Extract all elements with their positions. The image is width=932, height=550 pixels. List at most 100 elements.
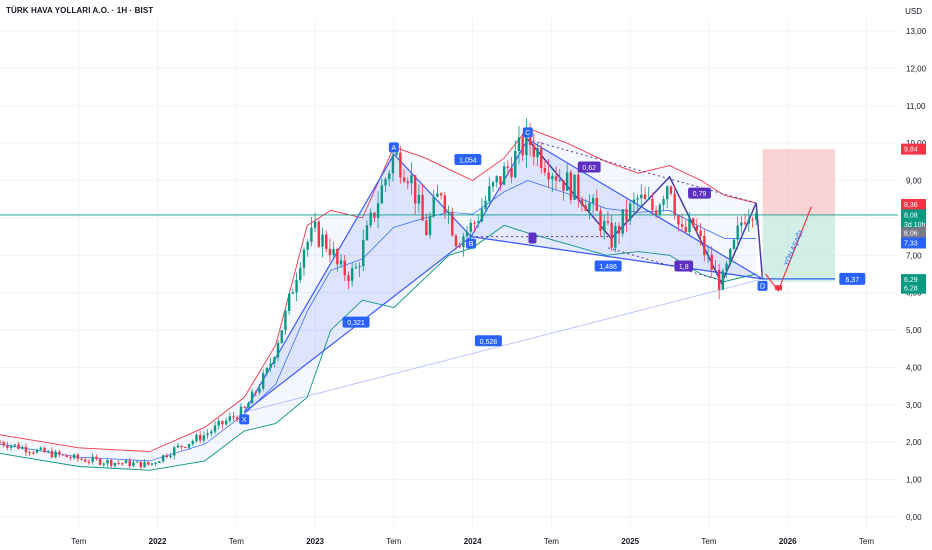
candle-body: [195, 434, 198, 442]
candle-body: [532, 144, 535, 158]
candle-body: [250, 391, 254, 404]
candle-body: [173, 447, 176, 456]
candle-body: [432, 197, 435, 217]
candle-body: [462, 236, 465, 248]
price-tag-lower2-bg: [901, 282, 926, 294]
projection-tag-bg[interactable]: [839, 272, 866, 285]
candle-body: [32, 452, 35, 454]
x-tick-label: Tem: [701, 537, 716, 546]
c-upper-dotted: [527, 138, 757, 204]
candle-body: [206, 433, 209, 436]
candle-body: [388, 173, 391, 180]
candle-body: [740, 222, 743, 226]
candle-body: [28, 452, 31, 454]
candle-body: [406, 181, 409, 184]
candle-body: [236, 417, 239, 420]
candle-body: [514, 151, 517, 178]
candle-body: [473, 222, 476, 224]
price-tag-lower1-bg: [901, 274, 926, 286]
candle-body: [443, 195, 447, 213]
candle-body: [684, 226, 687, 232]
candle-body: [261, 373, 265, 389]
candle-body: [484, 200, 487, 209]
candle-body: [606, 221, 610, 223]
candle-body: [139, 461, 143, 468]
candle-body: [84, 459, 87, 462]
candle-body: [313, 221, 317, 228]
xd-line: [244, 278, 763, 413]
candle-body: [425, 220, 428, 236]
candle-body: [421, 194, 424, 221]
x-tick-label: Tem: [859, 537, 874, 546]
candle-body: [743, 222, 747, 224]
candle-body: [280, 330, 283, 344]
point-label-c: C: [525, 130, 530, 137]
candle-body: [640, 194, 643, 199]
candle-body: [755, 213, 758, 220]
candle-body: [714, 269, 717, 271]
candle-body: [673, 193, 676, 216]
candle-body: [325, 234, 328, 249]
ratio-label: 1,054: [459, 157, 477, 164]
price-tag-upper: 8,36: [904, 202, 918, 209]
candle-body: [695, 225, 699, 231]
y-tick-label: 11,00: [906, 102, 926, 111]
y-tick-label: 4,00: [906, 363, 922, 372]
candle-body: [610, 222, 613, 248]
candle-body: [58, 451, 61, 455]
candle-body: [536, 148, 539, 158]
candle-body: [588, 202, 591, 211]
candle-body: [0, 442, 2, 444]
candle-body: [6, 445, 9, 448]
candle-body: [591, 197, 595, 203]
candle-body: [95, 456, 98, 459]
candle-body: [491, 182, 495, 187]
candle-body: [543, 168, 547, 173]
candle-body: [147, 461, 150, 465]
candle-body: [729, 248, 732, 264]
candle-body: [413, 175, 417, 204]
candle-body: [347, 275, 350, 281]
ratio-label-bg: [474, 335, 502, 347]
candle-body: [476, 221, 480, 223]
currency-label[interactable]: USD: [905, 7, 922, 16]
target-zone[interactable]: [762, 215, 835, 282]
candle-body: [565, 172, 569, 191]
candle-body: [506, 166, 510, 168]
candle-body: [124, 460, 128, 464]
projection-tag-label: 6,37: [845, 277, 859, 284]
symbol-title[interactable]: TÜRK HAVA YOLLARI A.O. · 1H · BIST: [6, 6, 154, 15]
price-tag-stop: 9,84: [904, 147, 918, 154]
candle-body: [454, 235, 458, 247]
candle-body: [354, 267, 358, 269]
price-tag-last: 8,08: [904, 212, 918, 219]
candle-body: [654, 210, 658, 216]
candle-body: [417, 194, 421, 204]
candle-body: [39, 447, 42, 450]
time-axis: Tem 2022 Tem 2023 Tem 2024 Tem 2025 Tem 2026 Tem: [71, 537, 874, 546]
candle-body: [391, 154, 395, 174]
candle-body: [150, 463, 154, 465]
price-tag-lower2: 6,28: [904, 286, 918, 293]
candle-body: [369, 212, 372, 226]
candle-body: [169, 455, 172, 458]
point-label-b: B: [469, 241, 474, 248]
candle-body: [239, 406, 243, 420]
candle-body: [302, 249, 306, 268]
candle-body: [2, 442, 5, 446]
candle-body: [736, 225, 739, 240]
y-tick-label: 13,00: [906, 27, 927, 36]
price-tag-stop-bg: [901, 143, 926, 155]
candle-body: [680, 224, 684, 227]
ratio-label: 0,528: [480, 339, 498, 346]
stop-zone[interactable]: [762, 149, 835, 216]
candle-body: [643, 194, 647, 200]
candle-body: [269, 363, 272, 368]
candle-body: [751, 219, 754, 221]
down-arrow: [765, 206, 812, 293]
candle-body: [21, 446, 24, 449]
candle-body: [573, 174, 576, 200]
candle-body: [91, 456, 94, 462]
candle-body: [247, 403, 250, 408]
